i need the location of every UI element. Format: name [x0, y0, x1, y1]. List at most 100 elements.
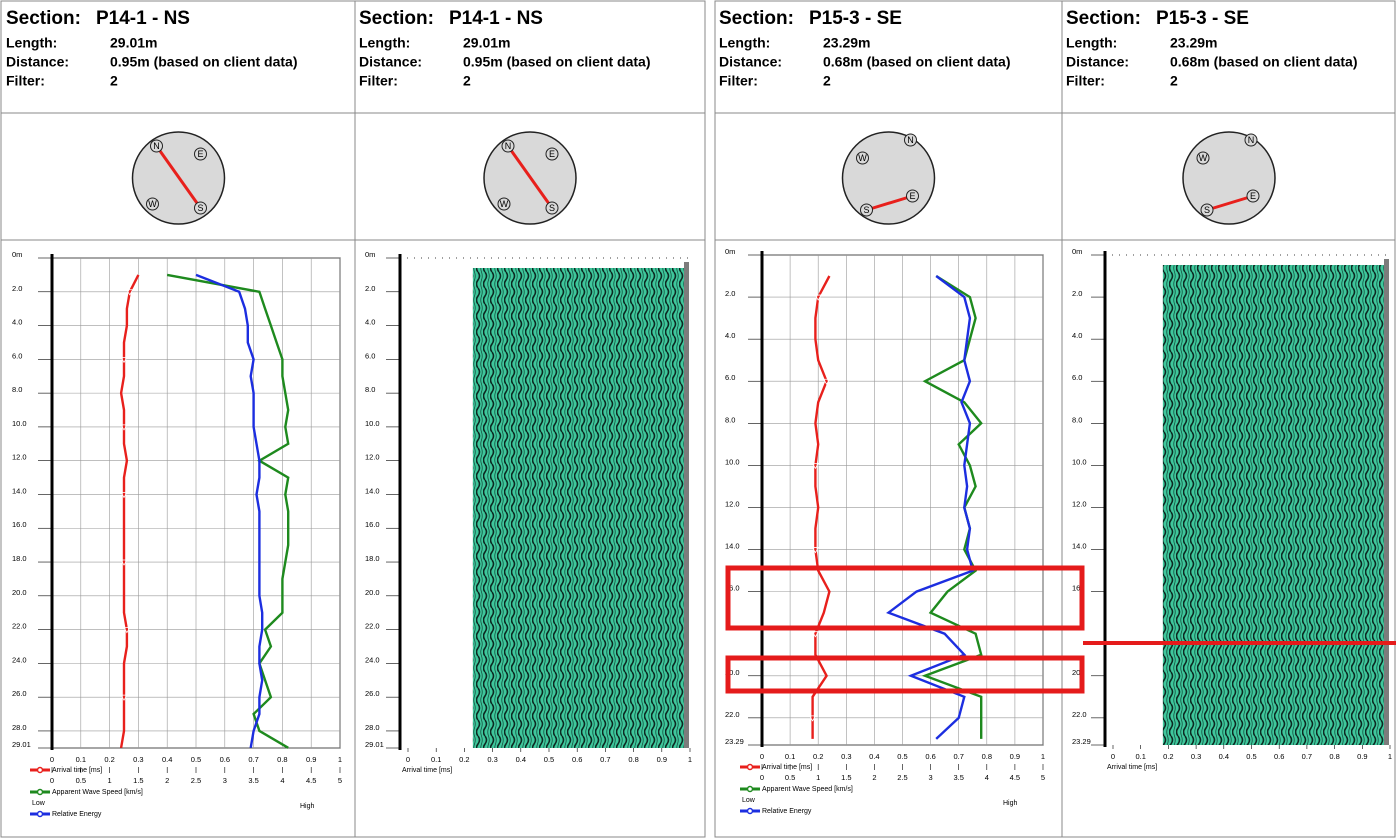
y-tick-label: 10.0: [365, 419, 380, 428]
waveform-image: [1163, 265, 1384, 745]
x2-tick-label: 1.5: [133, 776, 143, 785]
x-tick-label: 1: [338, 755, 342, 764]
legend-label: Arrival time [ms]: [762, 764, 812, 771]
field-value: 2: [463, 73, 471, 89]
y-tick-label: 4.0: [725, 331, 735, 340]
x2-tick-label: 4.5: [1010, 773, 1020, 782]
y-tick-label: 16.0: [12, 520, 27, 529]
x2-tick-label: 0.5: [76, 776, 86, 785]
section-name: P15-3 - SE: [809, 8, 902, 29]
field-value: 29.01m: [463, 35, 510, 51]
page: CSL sections body { margin: 0; backgroun…: [0, 0, 1396, 840]
y-tick-label: 0m: [365, 250, 375, 259]
field-label: Length:: [6, 35, 57, 51]
x-tick-label: 0.5: [897, 752, 907, 761]
field-value: 0.95m (based on client data): [110, 54, 298, 70]
y-tick-label: 2.0: [12, 284, 22, 293]
x-axis-label: Arrival time [ms]: [402, 767, 452, 774]
y-tick-label: 22.0: [725, 710, 740, 719]
y-tick-label: 8.0: [725, 415, 735, 424]
y-tick-label: 20.0: [365, 588, 380, 597]
tube-label: E: [197, 149, 203, 159]
x2-tick-label: 1: [108, 776, 112, 785]
x-tick-label: 0.3: [487, 755, 497, 764]
x2-tick-label: 3: [223, 776, 227, 785]
y-tick-label: 14.0: [12, 486, 27, 495]
field-label: Distance:: [1066, 54, 1129, 70]
x-tick-label: 0: [760, 752, 764, 761]
legend-dot: [748, 809, 753, 814]
legend-label: Apparent Wave Speed [km/s]: [52, 789, 143, 796]
legend-dot: [748, 765, 753, 770]
section-name: P15-3 - SE: [1156, 8, 1249, 29]
report: Section: P14-1 - NS Length: 29.01m Distance:…: [0, 0, 1396, 840]
section-name: P14-1 - NS: [449, 8, 543, 29]
y-tick-label: 2.0: [1072, 289, 1082, 298]
x2-tick-label: 5: [338, 776, 342, 785]
field-value: 0.68m (based on client data): [823, 54, 1011, 70]
field-value: 2: [1170, 73, 1178, 89]
legend-dot: [38, 790, 43, 795]
tube-label: W: [500, 199, 509, 209]
x-tick-label: 0.9: [1357, 752, 1367, 761]
y-tick-label: 24.0: [365, 655, 380, 664]
x2-tick-label: 2: [165, 776, 169, 785]
field-value: 0.68m (based on client data): [1170, 54, 1358, 70]
y-tick-label: 22.0: [12, 622, 27, 631]
x-tick-label: 0.8: [982, 752, 992, 761]
tube-label: W: [148, 199, 157, 209]
x2-tick-label: 2.5: [897, 773, 907, 782]
tube-label: S: [1204, 205, 1210, 215]
x2-tick-label: 1.5: [841, 773, 851, 782]
field-label: Distance:: [719, 54, 782, 70]
y-tick-label: 6.0: [12, 351, 22, 360]
x-tick-label: 0.6: [220, 755, 230, 764]
y-tick-label: 0m: [1072, 247, 1082, 256]
legend-label: Relative Energy: [762, 808, 812, 815]
x-tick-label: 0.2: [104, 755, 114, 764]
x-tick-label: 0.6: [572, 755, 582, 764]
x-tick-label: 0.4: [516, 755, 526, 764]
y-tick-label: 18.0: [12, 554, 27, 563]
y-tick-label: 12.0: [725, 499, 740, 508]
x-tick-label: 0.8: [277, 755, 287, 764]
y-tick-label: 8.0: [1072, 415, 1082, 424]
x2-tick-label: 3.5: [248, 776, 258, 785]
x-tick-label: 0.7: [953, 752, 963, 761]
x-tick-label: 0.9: [1010, 752, 1020, 761]
tube-label: E: [1250, 191, 1256, 201]
y-tick-label: 14.0: [365, 486, 380, 495]
x-tick-label: 0.7: [600, 755, 610, 764]
y-tick-label: 8.0: [365, 385, 375, 394]
y-tick-label: 23.29: [725, 737, 744, 746]
y-tick-label: 2.0: [365, 284, 375, 293]
energy-high: High: [300, 803, 315, 810]
y-tick-label: 16.0: [365, 520, 380, 529]
y-tick-label: 26.0: [365, 689, 380, 698]
tube-label: N: [153, 141, 160, 151]
x2-tick-label: 2.5: [191, 776, 201, 785]
x-tick-label: 0.6: [925, 752, 935, 761]
tube-label: N: [907, 135, 914, 145]
legend-dot: [38, 812, 43, 817]
y-tick-label: 22.0: [1072, 710, 1087, 719]
x-tick-label: 1: [1388, 752, 1392, 761]
field-label: Distance:: [359, 54, 422, 70]
y-tick-label: 12.0: [1072, 499, 1087, 508]
tube-label: N: [1248, 135, 1255, 145]
section-label: Section:: [719, 8, 794, 29]
x-tick-label: 0.6: [1274, 752, 1284, 761]
x2-tick-label: 4.5: [306, 776, 316, 785]
y-tick-label: 12.0: [365, 453, 380, 462]
x-tick-label: 0.1: [785, 752, 795, 761]
legend-label: Apparent Wave Speed [km/s]: [762, 786, 853, 793]
x-tick-label: 0.9: [657, 755, 667, 764]
tube-label: W: [1199, 153, 1208, 163]
y-tick-label: 12.0: [12, 453, 27, 462]
receiver-ticks: [684, 262, 689, 748]
x-tick-label: 0.7: [248, 755, 258, 764]
tube-label: S: [549, 203, 555, 213]
y-tick-label: 14.0: [725, 542, 740, 551]
energy-high: High: [1003, 800, 1018, 807]
page-body: {"panels": [ {"section_label": "Section:…: [0, 0, 1396, 840]
